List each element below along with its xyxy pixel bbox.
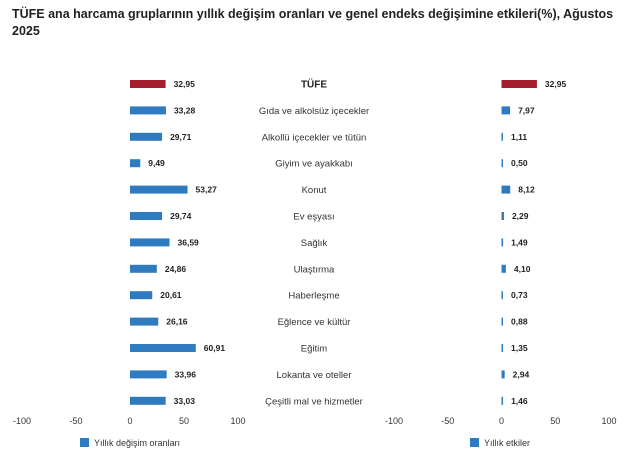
effect-legend-label: Yıllık etkiler: [484, 438, 530, 448]
change-value-label-10: 60,91: [204, 343, 226, 353]
category-label-11: Lokanta ve oteller: [277, 370, 352, 381]
change-legend-label: Yıllık değişim oranları: [94, 438, 180, 448]
change-value-label-6: 36,59: [178, 237, 200, 247]
effect-bar-7: [501, 264, 506, 273]
change-bar-11: [130, 370, 167, 379]
change-bar-7: [130, 264, 157, 273]
effect-legend-swatch: [470, 438, 479, 447]
effect-value-label-4: 8,12: [518, 185, 535, 195]
change-value-label-0: 32,95: [174, 79, 196, 89]
effect-tick-label-0: -100: [385, 416, 403, 426]
effect-value-label-8: 0,73: [511, 290, 528, 300]
effect-bar-4: [501, 185, 511, 194]
change-bar-5: [130, 212, 163, 220]
change-value-label-8: 20,61: [160, 290, 182, 300]
change-value-label-11: 33,96: [175, 369, 197, 379]
category-label-8: Haberleşme: [288, 291, 339, 302]
change-value-label-9: 26,16: [166, 317, 188, 327]
category-label-9: Eğlence ve kültür: [278, 317, 351, 328]
effect-tick-label-2: 0: [499, 416, 504, 426]
change-value-label-1: 33,28: [174, 105, 196, 115]
change-value-label-2: 29,71: [170, 132, 192, 142]
change-value-label-7: 24,86: [165, 264, 187, 274]
effect-bar-0: [501, 80, 537, 88]
change-value-label-5: 29,74: [170, 211, 192, 221]
change-tick-label-3: 50: [179, 416, 189, 426]
category-label-10: Eğitim: [301, 344, 327, 355]
change-bar-2: [130, 132, 163, 141]
change-value-label-12: 33,03: [174, 396, 196, 406]
effect-value-label-11: 2,94: [513, 369, 530, 379]
effect-bar-9: [501, 317, 503, 326]
effect-value-label-9: 0,88: [511, 317, 528, 327]
effect-value-label-6: 1,49: [511, 237, 528, 247]
category-label-4: Konut: [302, 185, 327, 196]
change-tick-label-0: -100: [13, 416, 31, 426]
effect-bar-3: [501, 159, 503, 168]
change-bar-8: [130, 291, 153, 300]
category-label-12: Çeşitli mal ve hizmetler: [265, 396, 363, 407]
change-bar-4: [130, 185, 188, 194]
effect-value-label-5: 2,29: [512, 211, 529, 221]
change-value-label-3: 9,49: [148, 158, 165, 168]
effect-bar-10: [501, 344, 503, 352]
change-legend-swatch: [80, 438, 89, 447]
change-value-label-4: 53,27: [196, 185, 218, 195]
change-tick-label-2: 0: [127, 416, 132, 426]
category-label-0: TÜFE: [301, 78, 327, 91]
effect-value-label-12: 1,46: [511, 396, 528, 406]
effect-bar-11: [501, 370, 505, 379]
chart-title: TÜFE ana harcama gruplarının yıllık deği…: [12, 7, 614, 38]
effect-value-label-7: 4,10: [514, 264, 531, 274]
change-bar-9: [130, 317, 159, 326]
change-bar-0: [130, 80, 166, 88]
effect-bar-5: [501, 212, 504, 220]
change-bar-6: [130, 238, 170, 247]
category-label-2: Alkollü içecekler ve tütün: [262, 132, 367, 143]
change-bar-1: [130, 106, 166, 115]
change-tick-label-4: 100: [230, 416, 245, 426]
change-bar-10: [130, 344, 196, 352]
category-label-3: Giyim ve ayakkabı: [275, 159, 353, 170]
change-bar-3: [130, 159, 141, 168]
effect-value-label-2: 1,11: [511, 132, 527, 142]
category-label-5: Ev eşyası: [293, 212, 334, 223]
change-tick-label-1: -50: [69, 416, 82, 426]
effect-value-label-3: 0,50: [511, 158, 528, 168]
category-label-7: Ulaştırma: [294, 264, 335, 275]
change-bar-12: [130, 396, 166, 405]
effect-value-label-1: 7,97: [518, 105, 535, 115]
effect-value-label-10: 1,35: [511, 343, 528, 353]
category-label-1: Gıda ve alkolsüz içecekler: [259, 106, 369, 117]
effect-value-label-0: 32,95: [545, 79, 567, 89]
effect-bar-8: [501, 291, 503, 300]
effect-bar-6: [501, 238, 504, 247]
effect-bar-12: [501, 396, 504, 405]
effect-bar-2: [501, 132, 503, 141]
effect-bar-1: [501, 106, 511, 115]
effect-tick-label-4: 100: [601, 416, 616, 426]
category-label-6: Sağlık: [301, 238, 328, 249]
effect-tick-label-1: -50: [441, 416, 454, 426]
effect-tick-label-3: 50: [550, 416, 560, 426]
